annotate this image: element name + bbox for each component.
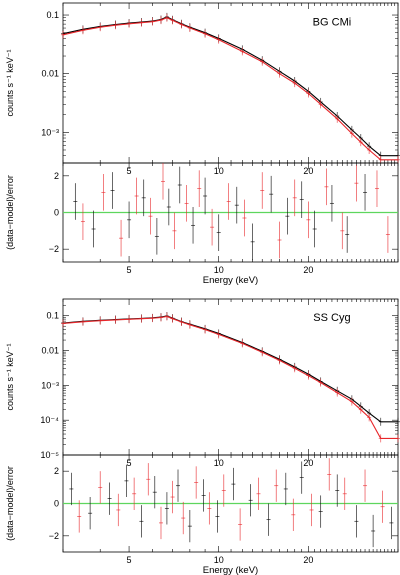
y-axis-label: counts s⁻¹ keV⁻¹ xyxy=(5,49,15,116)
y-tick-label: 0.01 xyxy=(41,69,59,79)
y-tick-label: 0 xyxy=(54,499,59,509)
y-tick-label: 10⁻³ xyxy=(41,127,59,137)
x-axis-label: Energy (keV) xyxy=(203,275,258,286)
x-tick-label: 20 xyxy=(303,555,313,565)
y-tick-label: 2 xyxy=(54,466,59,476)
y-tick-label: 10⁻³ xyxy=(41,380,59,390)
y-tick-label: −2 xyxy=(49,531,59,541)
model-line xyxy=(62,315,398,439)
x-tick-label: 5 xyxy=(127,458,132,468)
x-tick-label: 10 xyxy=(214,166,224,176)
model-line xyxy=(62,16,398,157)
x-tick-label: 10 xyxy=(214,458,224,468)
y-axis-label: (data−model)/error xyxy=(5,466,15,541)
source-annotation: SS Cyg xyxy=(313,312,350,324)
y-tick-label: −2 xyxy=(49,244,59,254)
source-annotation: BG CMi xyxy=(313,16,352,28)
y-tick-label: 0.1 xyxy=(46,10,59,20)
x-tick-label: 20 xyxy=(303,166,313,176)
x-tick-label: 5 xyxy=(127,555,132,565)
y-tick-label: 0.01 xyxy=(41,346,59,356)
y-tick-label: 0.1 xyxy=(46,311,59,321)
x-tick-label: 20 xyxy=(303,458,313,468)
x-tick-label: 20 xyxy=(303,265,313,275)
y-tick-label: 10⁻⁵ xyxy=(41,450,60,460)
x-tick-label: 5 xyxy=(127,166,132,176)
x-tick-label: 5 xyxy=(127,265,132,275)
y-tick-label: 2 xyxy=(54,171,59,181)
model-line xyxy=(62,17,398,161)
model-line xyxy=(62,315,398,423)
x-tick-label: 10 xyxy=(214,555,224,565)
y-axis-label: counts s⁻¹ keV⁻¹ xyxy=(5,343,15,410)
x-axis-label: Energy (keV) xyxy=(203,565,258,575)
x-tick-label: 10 xyxy=(214,265,224,275)
y-tick-label: 0 xyxy=(54,208,59,218)
y-axis-label: (data−model)/error xyxy=(5,175,15,250)
y-tick-label: 10⁻⁴ xyxy=(40,415,59,425)
